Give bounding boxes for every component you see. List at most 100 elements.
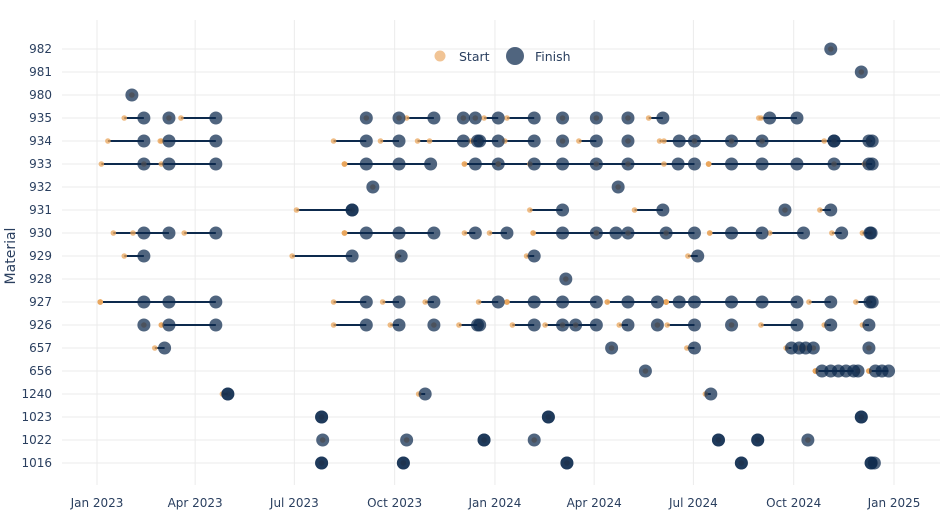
- finish-point[interactable]: [221, 387, 235, 401]
- finish-point[interactable]: [865, 157, 879, 171]
- finish-point[interactable]: [621, 134, 635, 148]
- finish-point[interactable]: [418, 387, 432, 401]
- finish-point[interactable]: [359, 157, 373, 171]
- finish-point[interactable]: [862, 341, 876, 355]
- finish-point[interactable]: [556, 203, 570, 217]
- finish-point[interactable]: [491, 157, 505, 171]
- finish-point[interactable]: [315, 456, 329, 470]
- finish-point[interactable]: [424, 157, 438, 171]
- finish-point[interactable]: [725, 134, 739, 148]
- finish-point[interactable]: [345, 249, 359, 263]
- finish-point[interactable]: [392, 157, 406, 171]
- start-point[interactable]: [97, 299, 104, 305]
- finish-point[interactable]: [790, 157, 804, 171]
- finish-point[interactable]: [137, 295, 151, 309]
- start-point[interactable]: [661, 161, 667, 167]
- finish-point[interactable]: [671, 157, 685, 171]
- finish-point[interactable]: [468, 157, 482, 171]
- start-point[interactable]: [422, 299, 428, 305]
- finish-point[interactable]: [755, 295, 769, 309]
- finish-point[interactable]: [734, 456, 748, 470]
- finish-point[interactable]: [589, 134, 603, 148]
- finish-point[interactable]: [427, 295, 441, 309]
- start-point[interactable]: [121, 115, 128, 121]
- finish-point[interactable]: [672, 295, 686, 309]
- finish-point[interactable]: [687, 157, 701, 171]
- finish-point[interactable]: [468, 226, 482, 240]
- start-point[interactable]: [293, 207, 300, 213]
- start-point[interactable]: [530, 230, 536, 236]
- finish-point[interactable]: [621, 226, 635, 240]
- finish-point[interactable]: [392, 295, 406, 309]
- start-point[interactable]: [379, 299, 386, 305]
- start-point[interactable]: [387, 322, 394, 328]
- finish-point[interactable]: [162, 226, 176, 240]
- finish-point[interactable]: [491, 111, 505, 125]
- start-point[interactable]: [604, 299, 611, 305]
- start-point[interactable]: [509, 322, 516, 328]
- finish-point[interactable]: [725, 226, 739, 240]
- finish-point[interactable]: [468, 111, 482, 125]
- finish-point[interactable]: [755, 157, 769, 171]
- finish-point[interactable]: [556, 295, 570, 309]
- finish-point[interactable]: [527, 249, 541, 263]
- finish-point[interactable]: [556, 157, 570, 171]
- finish-point[interactable]: [394, 249, 408, 263]
- finish-point[interactable]: [862, 318, 876, 332]
- finish-point[interactable]: [589, 226, 603, 240]
- finish-point[interactable]: [589, 111, 603, 125]
- finish-point[interactable]: [621, 157, 635, 171]
- start-point[interactable]: [456, 322, 462, 328]
- finish-point[interactable]: [137, 111, 151, 125]
- finish-point[interactable]: [556, 226, 570, 240]
- finish-point[interactable]: [556, 134, 570, 148]
- finish-point[interactable]: [392, 134, 406, 148]
- finish-point[interactable]: [865, 295, 879, 309]
- finish-point[interactable]: [824, 203, 838, 217]
- finish-point[interactable]: [827, 134, 841, 148]
- finish-point[interactable]: [790, 295, 804, 309]
- start-point[interactable]: [504, 299, 510, 305]
- finish-point[interactable]: [659, 226, 673, 240]
- start-point[interactable]: [758, 115, 764, 121]
- finish-point[interactable]: [209, 157, 223, 171]
- start-point[interactable]: [616, 322, 623, 328]
- finish-point[interactable]: [209, 134, 223, 148]
- finish-point[interactable]: [359, 295, 373, 309]
- finish-point[interactable]: [527, 157, 541, 171]
- finish-point[interactable]: [527, 433, 541, 447]
- finish-point[interactable]: [392, 111, 406, 125]
- finish-point[interactable]: [400, 433, 414, 447]
- finish-point[interactable]: [427, 318, 441, 332]
- finish-point[interactable]: [824, 295, 838, 309]
- finish-point[interactable]: [824, 42, 838, 56]
- start-point[interactable]: [705, 161, 712, 167]
- start-point[interactable]: [426, 138, 433, 144]
- start-point[interactable]: [542, 322, 548, 328]
- finish-point[interactable]: [851, 364, 865, 378]
- finish-point[interactable]: [396, 456, 410, 470]
- finish-point[interactable]: [316, 433, 330, 447]
- start-point[interactable]: [105, 138, 111, 144]
- finish-point[interactable]: [527, 111, 541, 125]
- finish-point[interactable]: [345, 203, 359, 217]
- finish-point[interactable]: [656, 203, 670, 217]
- finish-point[interactable]: [209, 226, 223, 240]
- finish-point[interactable]: [491, 295, 505, 309]
- start-point[interactable]: [664, 322, 671, 328]
- start-point[interactable]: [821, 138, 828, 144]
- finish-point[interactable]: [882, 364, 896, 378]
- start-point[interactable]: [330, 138, 337, 144]
- finish-point[interactable]: [569, 318, 583, 332]
- start-point[interactable]: [663, 299, 669, 305]
- start-point[interactable]: [853, 299, 859, 305]
- finish-point[interactable]: [359, 134, 373, 148]
- finish-point[interactable]: [751, 433, 765, 447]
- finish-point[interactable]: [556, 111, 570, 125]
- finish-point[interactable]: [209, 295, 223, 309]
- start-point[interactable]: [631, 207, 638, 213]
- start-point[interactable]: [486, 230, 493, 236]
- finish-point[interactable]: [650, 295, 664, 309]
- finish-point[interactable]: [621, 111, 635, 125]
- finish-point[interactable]: [456, 111, 470, 125]
